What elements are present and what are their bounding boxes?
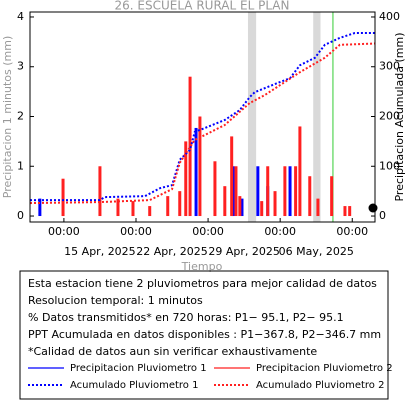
x-tick-label: 00:00 [48,225,80,238]
bar [223,186,227,217]
bar [194,127,198,217]
bar [213,161,217,217]
info-text: Esta estacion tiene 2 pluviometros para … [28,277,393,391]
info-box [19,270,389,400]
bar [273,191,277,217]
y2-tick-label: 100 [379,159,400,172]
y-tick-label: 2 [17,110,24,123]
bar [148,206,152,217]
y2-axis-label: Precipitacion Acumulada (mm) [393,32,406,201]
bar [294,166,298,217]
x-date-label: 22 Apr, 2025 [136,245,208,258]
bar [343,206,347,217]
bar [184,141,188,217]
y-tick-label: 4 [17,10,24,23]
bar [198,116,202,217]
info-line: *Calidad de datos aun sin verificar exha… [28,345,317,358]
status-dot [368,203,378,213]
bar [288,166,292,217]
bar [131,201,135,217]
bar [283,166,287,217]
bar [230,136,234,217]
bar [308,176,312,217]
legend-label: Precipitacion Pluviometro 1 [70,363,207,374]
y2-tick-label: 300 [379,60,400,73]
legend-label: Precipitacion Pluviometro 2 [256,363,393,374]
y-tick-label: 1 [17,159,24,172]
y2-tick-label: 400 [379,10,400,23]
y-tick-label: 0 [17,209,24,222]
bar [98,166,102,217]
bar [38,198,42,217]
bar [61,178,65,217]
legend-label: Acumulado Pluviometro 2 [256,380,384,391]
plot-area [29,11,376,223]
info-line: PPT Acumulada en datos disponibles : P1−… [28,328,381,341]
x-date-label: 29 Apr, 2025 [208,245,280,258]
shaded-range [313,12,321,222]
y2-tick-label: 200 [379,110,400,123]
info-line: % Datos transmitidos* en 720 horas: P1− … [28,311,344,324]
bar [166,196,170,217]
x-axis-label: Tiempo [181,260,223,273]
bar [238,196,242,217]
x-tick-label: 00:00 [336,225,368,238]
chart-title: 26. ESCUELA RURAL EL PLAN [115,0,290,13]
bar [298,126,302,217]
info-line: Esta estacion tiene 2 pluviometros para … [28,277,377,290]
x-tick-label: 00:00 [264,225,296,238]
x-date-label: 06 May, 2025 [279,245,354,258]
bar [240,198,244,217]
bar [178,191,182,217]
legend-label: Acumulado Pluviometro 1 [70,380,198,391]
x-tick-label: 00:00 [120,225,152,238]
bar [316,198,320,217]
bar [260,201,264,217]
bar [330,176,334,217]
line [29,42,376,205]
y-tick-label: 3 [17,60,24,73]
bar [116,198,120,217]
bar [234,166,238,217]
bar [348,206,352,217]
shaded-range [247,12,257,222]
x-date-label: 15 Apr, 2025 [64,245,136,258]
y2-tick-label: 0 [379,209,386,222]
info-line: Resolucion temporal: 1 minutos [28,294,203,307]
y-axis-label: Precipitacion 1 minutos (mm) [1,36,14,198]
x-tick-label: 00:00 [192,225,224,238]
bar [256,166,260,217]
bar [266,166,270,217]
